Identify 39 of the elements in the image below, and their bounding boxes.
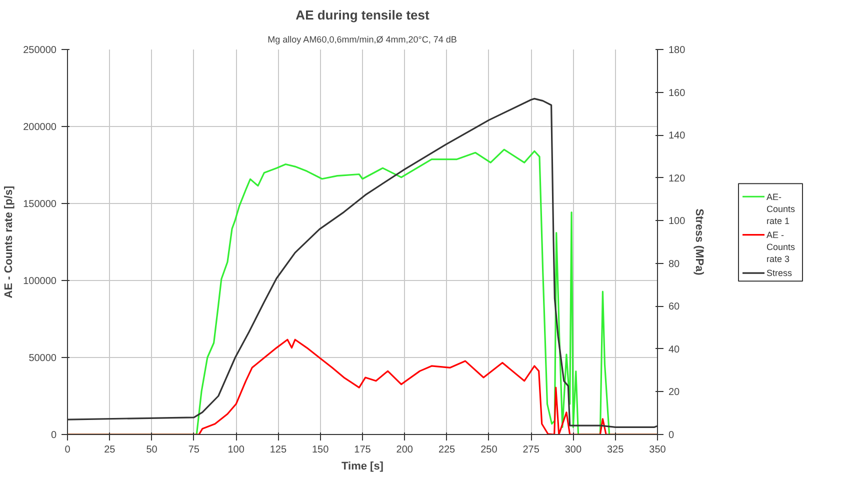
legend-label: AE- Counts rate 1 (766, 192, 796, 226)
y2-tick-label: 180 (668, 45, 686, 56)
y2-tick-label: 40 (668, 344, 680, 356)
x-tick-label: 0 (64, 444, 71, 456)
x-tick-label: 50 (146, 444, 158, 456)
x-tick-label: 200 (396, 444, 414, 456)
y2-tick-label: 0 (668, 430, 674, 441)
x-axis-title: Time [s] (342, 460, 384, 472)
chart-title: AE during tensile test (296, 8, 430, 22)
x-tick-label: 350 (649, 444, 666, 456)
y2-tick-label: 60 (668, 302, 680, 313)
y2-tick-label: 140 (668, 130, 686, 142)
x-tick-label: 100 (228, 444, 245, 456)
y2-tick-label: 120 (668, 173, 686, 184)
x-tick-label: 250 (480, 444, 498, 456)
y2-tick-label: 80 (668, 258, 680, 270)
x-tick-label: 225 (438, 444, 456, 456)
y2-tick-label: 100 (668, 216, 686, 228)
y-tick-label: 0 (50, 430, 57, 441)
y-tick-label: 150000 (23, 199, 57, 210)
x-tick-label: 175 (354, 444, 372, 456)
x-tick-label: 275 (522, 444, 540, 456)
x-tick-label: 150 (312, 444, 330, 456)
y2-tick-label: 160 (668, 88, 686, 99)
x-tick-label: 75 (188, 444, 200, 456)
y-tick-label: 250000 (23, 45, 57, 56)
chart-subtitle: Mg alloy AM60,0,6mm/min,Ø 4mm,20°C, 74 dB (268, 34, 457, 44)
y2-axis-title: Stress (MPa) (693, 208, 706, 276)
legend-label: Stress (766, 268, 793, 278)
x-tick-label: 25 (104, 444, 116, 456)
y-tick-label: 100000 (23, 276, 57, 287)
x-tick-label: 125 (270, 444, 287, 456)
y-axis-title: AE - Counts rate [p/s] (3, 185, 16, 298)
legend-label: AE - Counts rate 3 (766, 230, 796, 264)
x-tick-label: 325 (607, 444, 624, 456)
x-tick-label: 300 (564, 444, 582, 456)
y2-tick-label: 20 (668, 387, 680, 398)
y-tick-label: 200000 (23, 122, 57, 133)
y-tick-label: 50000 (28, 353, 57, 364)
